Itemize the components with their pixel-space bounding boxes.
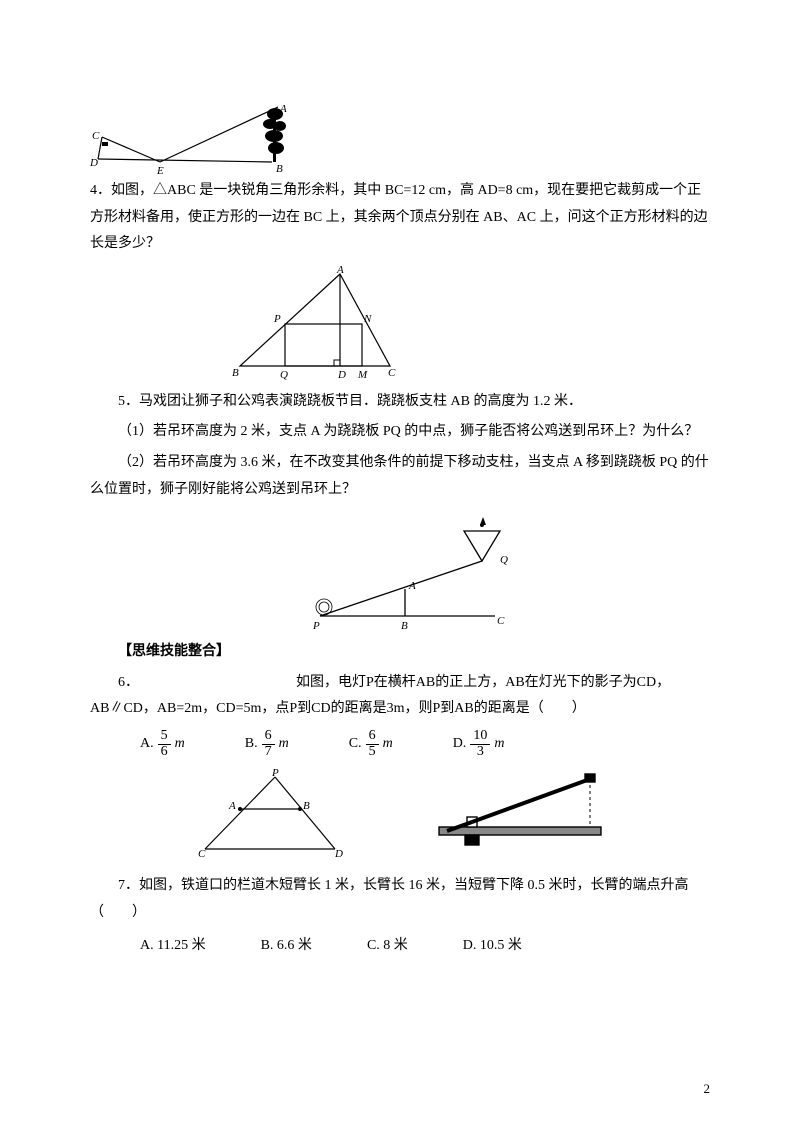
q5-p1: （1）若吊环高度为 2 米，支点 A 为跷跷板 PQ 的中点，狮子能否将公鸡送到…: [90, 419, 710, 446]
label-e: E: [156, 165, 164, 174]
fig-q5: P B C A Q: [310, 511, 710, 631]
lbl-a5: A: [408, 580, 416, 592]
q6-line: 6． 如图，电灯P在横杆AB的正上方，AB在灯光下的影子为CD，AB∥CD，AB…: [90, 670, 710, 723]
page-number: 2: [704, 1077, 711, 1102]
lbl-q5: Q: [500, 554, 508, 566]
lbl-b6: B: [303, 800, 310, 812]
lbl-n4: N: [363, 313, 372, 325]
q6-figs: P A B C D: [90, 769, 710, 859]
section-header: 【思维技能整合】: [90, 639, 710, 666]
lbl-a4: A: [336, 266, 344, 276]
q6-opt-b: B. 67 m: [245, 729, 289, 759]
label-d: D: [90, 157, 98, 169]
lbl-p6: P: [271, 769, 279, 779]
q4-text: 4．如图，△ABC 是一块锐角三角形余料，其中 BC=12 cm，高 AD=8 …: [90, 178, 710, 258]
q5-intro: 5．马戏团让狮子和公鸡表演跷跷板节目．跷跷板支柱 AB 的高度为 1.2 米．: [90, 389, 710, 416]
fig-q7-barrier: [435, 769, 605, 849]
lbl-b5: B: [401, 620, 408, 631]
label-a: A: [279, 104, 287, 115]
label-b: B: [276, 163, 283, 174]
q7-opt-d: D. 10.5 米: [463, 933, 522, 960]
lbl-m4: M: [357, 369, 368, 381]
lbl-d4: D: [337, 369, 346, 381]
lbl-c5: C: [497, 615, 505, 627]
q6-label: 6．: [118, 675, 139, 690]
lbl-c4: C: [388, 367, 396, 379]
q7-text: 7．如图，铁道口的栏道木短臂长 1 米，长臂长 16 米，当短臂下降 0.5 米…: [90, 873, 710, 926]
fig-q6-left: P A B C D: [195, 769, 345, 859]
q7-options: A. 11.25 米 B. 6.6 米 C. 8 米 D. 10.5 米: [140, 933, 710, 960]
label-c: C: [92, 130, 100, 142]
q7-opt-c: C. 8 米: [367, 933, 408, 960]
q7-opt-b: B. 6.6 米: [261, 933, 312, 960]
lbl-d6: D: [334, 848, 343, 859]
q6-text: 如图，电灯P在横杆AB的正上方，AB在灯光下的影子为CD，AB∥CD，AB=2m…: [90, 675, 670, 717]
q5-p2: （2）若吊环高度为 3.6 米，在不改变其他条件的前提下移动支柱，当支点 A 移…: [90, 450, 710, 503]
q7-opt-a: A. 11.25 米: [140, 933, 206, 960]
lbl-q4: Q: [280, 369, 288, 381]
q6-options: A. 56 m B. 67 m C. 65 m D. 103 m: [140, 729, 710, 759]
fig-q4: A B C D P N Q M: [230, 266, 710, 381]
lbl-a6: A: [228, 800, 236, 812]
lbl-p4: P: [273, 313, 281, 325]
lbl-b4: B: [232, 367, 239, 379]
q6-opt-d: D. 103 m: [453, 729, 505, 759]
lbl-p5: P: [312, 620, 320, 631]
q6-opt-c: C. 65 m: [349, 729, 393, 759]
fig-q-top: A B C D E: [90, 104, 690, 174]
q6-opt-a: A. 56 m: [140, 729, 185, 759]
lbl-c6: C: [198, 848, 206, 859]
